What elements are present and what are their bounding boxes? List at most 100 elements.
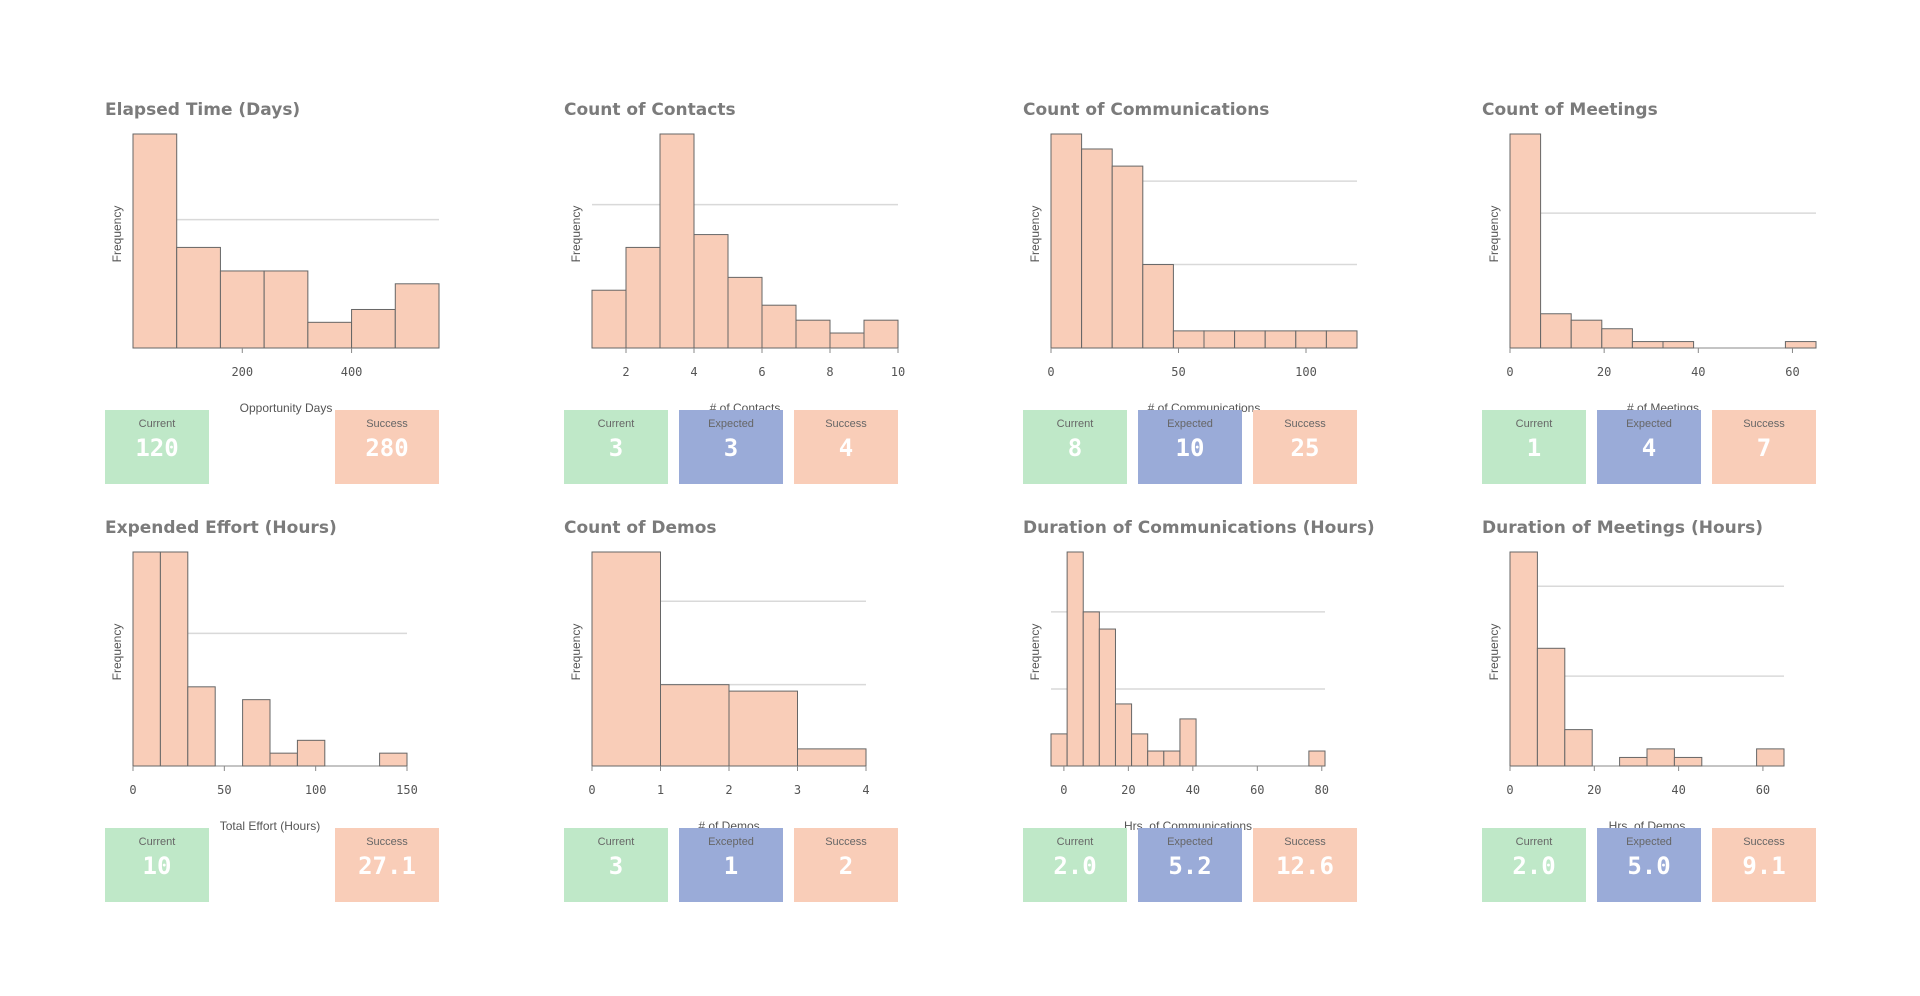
kpi-card-current: Current 10	[105, 828, 209, 902]
x-tick-label: 40	[1671, 783, 1685, 797]
histogram-bar	[1179, 718, 1197, 767]
histogram-bar	[1050, 133, 1083, 349]
histogram-bar	[379, 752, 408, 767]
histogram-bar	[132, 551, 161, 767]
histogram-bar	[1264, 330, 1297, 349]
kpi-value: 27.1	[358, 852, 416, 880]
kpi-card-success: Success 2	[794, 828, 898, 902]
kpi-value: 120	[135, 434, 179, 462]
kpi-card-success: Success 12.6	[1253, 828, 1357, 902]
histogram-bar	[591, 289, 627, 349]
y-axis-label: Frequency	[569, 206, 583, 263]
histogram-panel: Count of Demos 0 1 2 3 4 Frequency # of Demos Cu…	[564, 518, 964, 958]
x-tick-label: 60	[1250, 783, 1264, 797]
histogram-bar	[660, 684, 730, 767]
x-tick-label: 400	[341, 365, 363, 379]
x-tick-label: 3	[794, 783, 801, 797]
histogram-bar	[1147, 750, 1165, 767]
histogram-bar	[728, 690, 798, 767]
histogram-bar	[795, 319, 831, 349]
x-tick-label: 2	[622, 365, 629, 379]
histogram-bar	[727, 276, 763, 349]
y-axis-label: Frequency	[1028, 624, 1042, 681]
kpi-label: Current	[138, 418, 176, 430]
histogram-panel: Expended Effort (Hours) 0 50 100 150 Frequenc…	[105, 518, 505, 958]
histogram-bar	[1784, 341, 1817, 349]
y-axis-label: Frequency	[1487, 206, 1501, 263]
kpi-value: 9.1	[1742, 852, 1786, 880]
chart-title: Duration of Communications (Hours)	[1023, 518, 1375, 538]
x-tick-label: 0	[1506, 365, 1513, 379]
kpi-value: 2.0	[1512, 852, 1556, 880]
x-tick-label: 4	[690, 365, 697, 379]
histogram-bar	[761, 304, 797, 349]
x-tick-label: 2	[725, 783, 732, 797]
kpi-label: Success	[366, 418, 408, 430]
kpi-label: Current	[597, 418, 635, 430]
kpi-value: 8	[1067, 434, 1083, 462]
kpi-value: 3	[723, 434, 739, 462]
histogram-bar	[1203, 330, 1236, 349]
kpi-card-success: Success 7	[1712, 410, 1816, 484]
chart-title: Expended Effort (Hours)	[105, 518, 337, 538]
kpi-card-expected: Expected 10	[1138, 410, 1242, 484]
kpi-label: Current	[1515, 418, 1553, 430]
histogram-panel: Count of Communications 0 50 100 Frequency # …	[1023, 100, 1423, 540]
histogram-bar	[1619, 756, 1648, 767]
histogram-chart: 0 50 100 150 Frequency Total Effort (Hours)	[110, 551, 418, 833]
kpi-label: Success	[1284, 418, 1326, 430]
chart-title: Duration of Meetings (Hours)	[1482, 518, 1764, 538]
x-tick-label: 40	[1691, 365, 1705, 379]
chart-title: Count of Demos	[564, 518, 717, 538]
kpi-card-current: Current 8	[1023, 410, 1127, 484]
kpi-value: 5.2	[1168, 852, 1212, 880]
x-tick-label: 100	[1295, 365, 1317, 379]
histogram-bar	[1142, 264, 1174, 349]
histogram-bar	[797, 748, 867, 767]
histogram-bar	[1601, 328, 1633, 349]
x-tick-label: 0	[588, 783, 595, 797]
histogram-bar	[1050, 733, 1068, 767]
chart-title: Count of Communications	[1023, 100, 1270, 120]
kpi-card-success: Success 280	[335, 410, 439, 484]
kpi-label: Expected	[1626, 418, 1672, 430]
x-tick-label: 150	[396, 783, 418, 797]
histogram-bar	[625, 246, 661, 349]
x-tick-label: 20	[1587, 783, 1601, 797]
histogram-bar	[591, 551, 661, 767]
kpi-card-current: Current 1	[1482, 410, 1586, 484]
kpi-value: 5.0	[1627, 852, 1671, 880]
kpi-label: Expected	[1167, 836, 1213, 848]
kpi-value: 25	[1290, 434, 1320, 462]
kpi-value: 3	[608, 852, 624, 880]
histogram-bar	[863, 319, 899, 349]
histogram-bar	[1081, 148, 1113, 349]
kpi-card-current: Current 3	[564, 828, 668, 902]
x-tick-label: 1	[657, 783, 664, 797]
histogram-bar	[659, 133, 695, 349]
kpi-value: 1	[1526, 434, 1542, 462]
kpi-label: Success	[1743, 418, 1785, 430]
kpi-label: Success	[825, 418, 867, 430]
kpi-label: Current	[1515, 836, 1553, 848]
kpi-card-success: Success 27.1	[335, 828, 439, 902]
histogram-bar	[1082, 611, 1100, 767]
y-axis-label: Frequency	[1487, 624, 1501, 681]
kpi-value: 2.0	[1053, 852, 1097, 880]
x-tick-label: 50	[1171, 365, 1185, 379]
histogram-bar	[1509, 551, 1538, 767]
kpi-value: 10	[1175, 434, 1205, 462]
kpi-label: Expected	[708, 418, 754, 430]
kpi-value: 280	[365, 434, 409, 462]
histogram-panel: Duration of Communications (Hours) 0 20 40 6…	[1023, 518, 1423, 958]
kpi-card-success: Success 4	[794, 410, 898, 484]
histogram-bar	[1570, 319, 1603, 349]
histogram-bar	[693, 234, 729, 349]
histogram-bar	[1172, 330, 1205, 349]
kpi-value: 7	[1756, 434, 1772, 462]
kpi-row: Current 120 Success 280	[105, 410, 505, 484]
x-tick-label: 60	[1756, 783, 1770, 797]
